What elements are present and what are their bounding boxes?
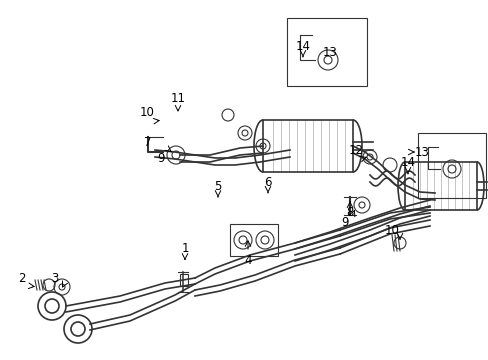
Text: 12: 12 bbox=[348, 144, 363, 157]
Bar bbox=[286, 18, 366, 86]
Bar bbox=[263, 120, 352, 172]
Bar bbox=[180, 274, 187, 286]
Text: 13: 13 bbox=[414, 145, 428, 158]
Text: 14: 14 bbox=[295, 40, 310, 53]
Bar bbox=[229, 224, 278, 256]
Text: 9: 9 bbox=[157, 152, 164, 165]
Text: 9: 9 bbox=[341, 216, 348, 229]
Text: 2: 2 bbox=[18, 271, 26, 284]
Text: 4: 4 bbox=[244, 253, 251, 266]
Text: 10: 10 bbox=[139, 107, 154, 120]
Text: 6: 6 bbox=[264, 175, 271, 189]
Text: 13: 13 bbox=[322, 46, 337, 59]
Text: 11: 11 bbox=[170, 93, 185, 105]
Text: 3: 3 bbox=[51, 271, 59, 284]
Text: 1: 1 bbox=[181, 242, 188, 255]
Bar bbox=[404, 162, 476, 210]
Text: 5: 5 bbox=[214, 180, 221, 193]
Text: 7: 7 bbox=[144, 135, 151, 148]
Text: 14: 14 bbox=[400, 157, 415, 170]
Bar bbox=[417, 133, 485, 198]
Text: 10: 10 bbox=[384, 225, 399, 238]
Text: 8: 8 bbox=[346, 207, 353, 220]
